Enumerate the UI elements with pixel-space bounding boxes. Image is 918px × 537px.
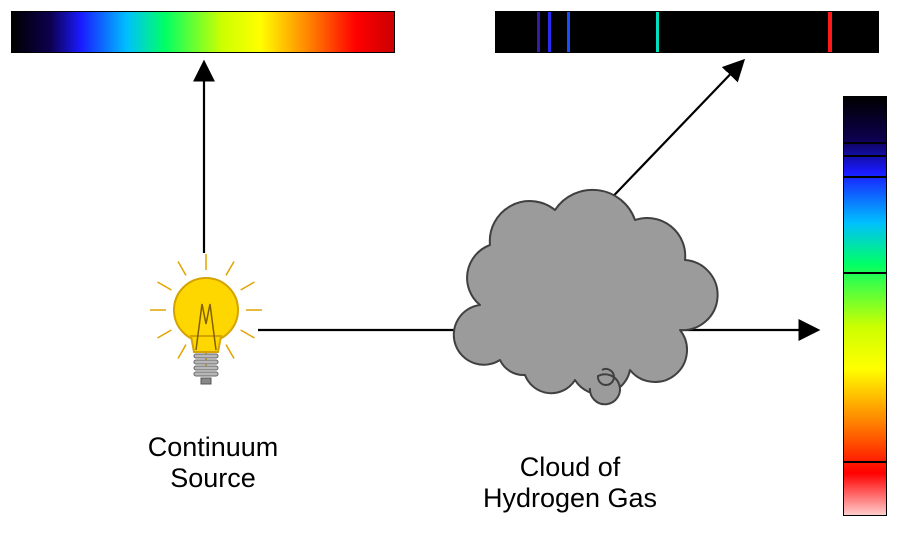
cloud-icon [454,190,718,404]
continuum-source-label: Continuum Source [113,432,313,494]
lightbulb-icon [150,254,262,384]
cloud-label: Cloud of Hydrogen Gas [440,452,700,514]
